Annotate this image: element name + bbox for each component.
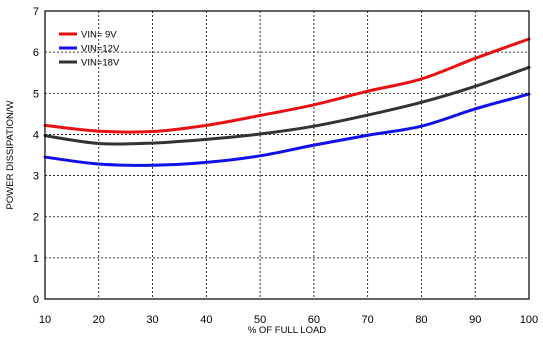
y-tick-label: 1 [33, 253, 39, 265]
series-line-3 [43, 65, 531, 146]
series-line-1 [43, 37, 531, 134]
y-tick-label: 7 [33, 6, 39, 18]
y-tick-label: 0 [33, 294, 39, 306]
legend-label: VIN=18V [81, 58, 120, 69]
y-tick-label: 6 [33, 47, 39, 59]
x-axis-title: % OF FULL LOAD [248, 325, 326, 336]
legend: VIN= 9V VIN=12V VIN=18V [59, 30, 120, 69]
x-tick-label: 50 [254, 314, 266, 326]
x-tick-label: 90 [469, 314, 481, 326]
x-tick-label: 20 [93, 314, 105, 326]
x-tick-label: 70 [362, 314, 374, 326]
x-tick-label: 100 [520, 314, 538, 326]
x-axis-ticks: 10 20 30 40 50 60 70 80 90 100 [39, 314, 538, 326]
y-tick-label: 3 [33, 171, 39, 183]
y-tick-label: 5 [33, 88, 39, 100]
x-tick-label: 80 [415, 314, 427, 326]
y-tick-label: 2 [33, 212, 39, 224]
y-axis-ticks: 0 1 2 3 4 5 6 7 [33, 6, 39, 306]
x-tick-label: 30 [146, 314, 158, 326]
legend-label: VIN=12V [81, 44, 120, 55]
x-tick-label: 40 [200, 314, 212, 326]
series-lines [43, 37, 531, 167]
grid-lines [45, 11, 529, 299]
x-tick-label: 60 [308, 314, 320, 326]
plot-frame [44, 10, 530, 300]
x-tick-label: 10 [39, 314, 51, 326]
y-tick-label: 4 [33, 129, 39, 141]
y-axis-title: POWER DISSIPATION/W [5, 101, 16, 210]
legend-label: VIN= 9V [81, 30, 117, 41]
series-line-2 [43, 92, 531, 167]
